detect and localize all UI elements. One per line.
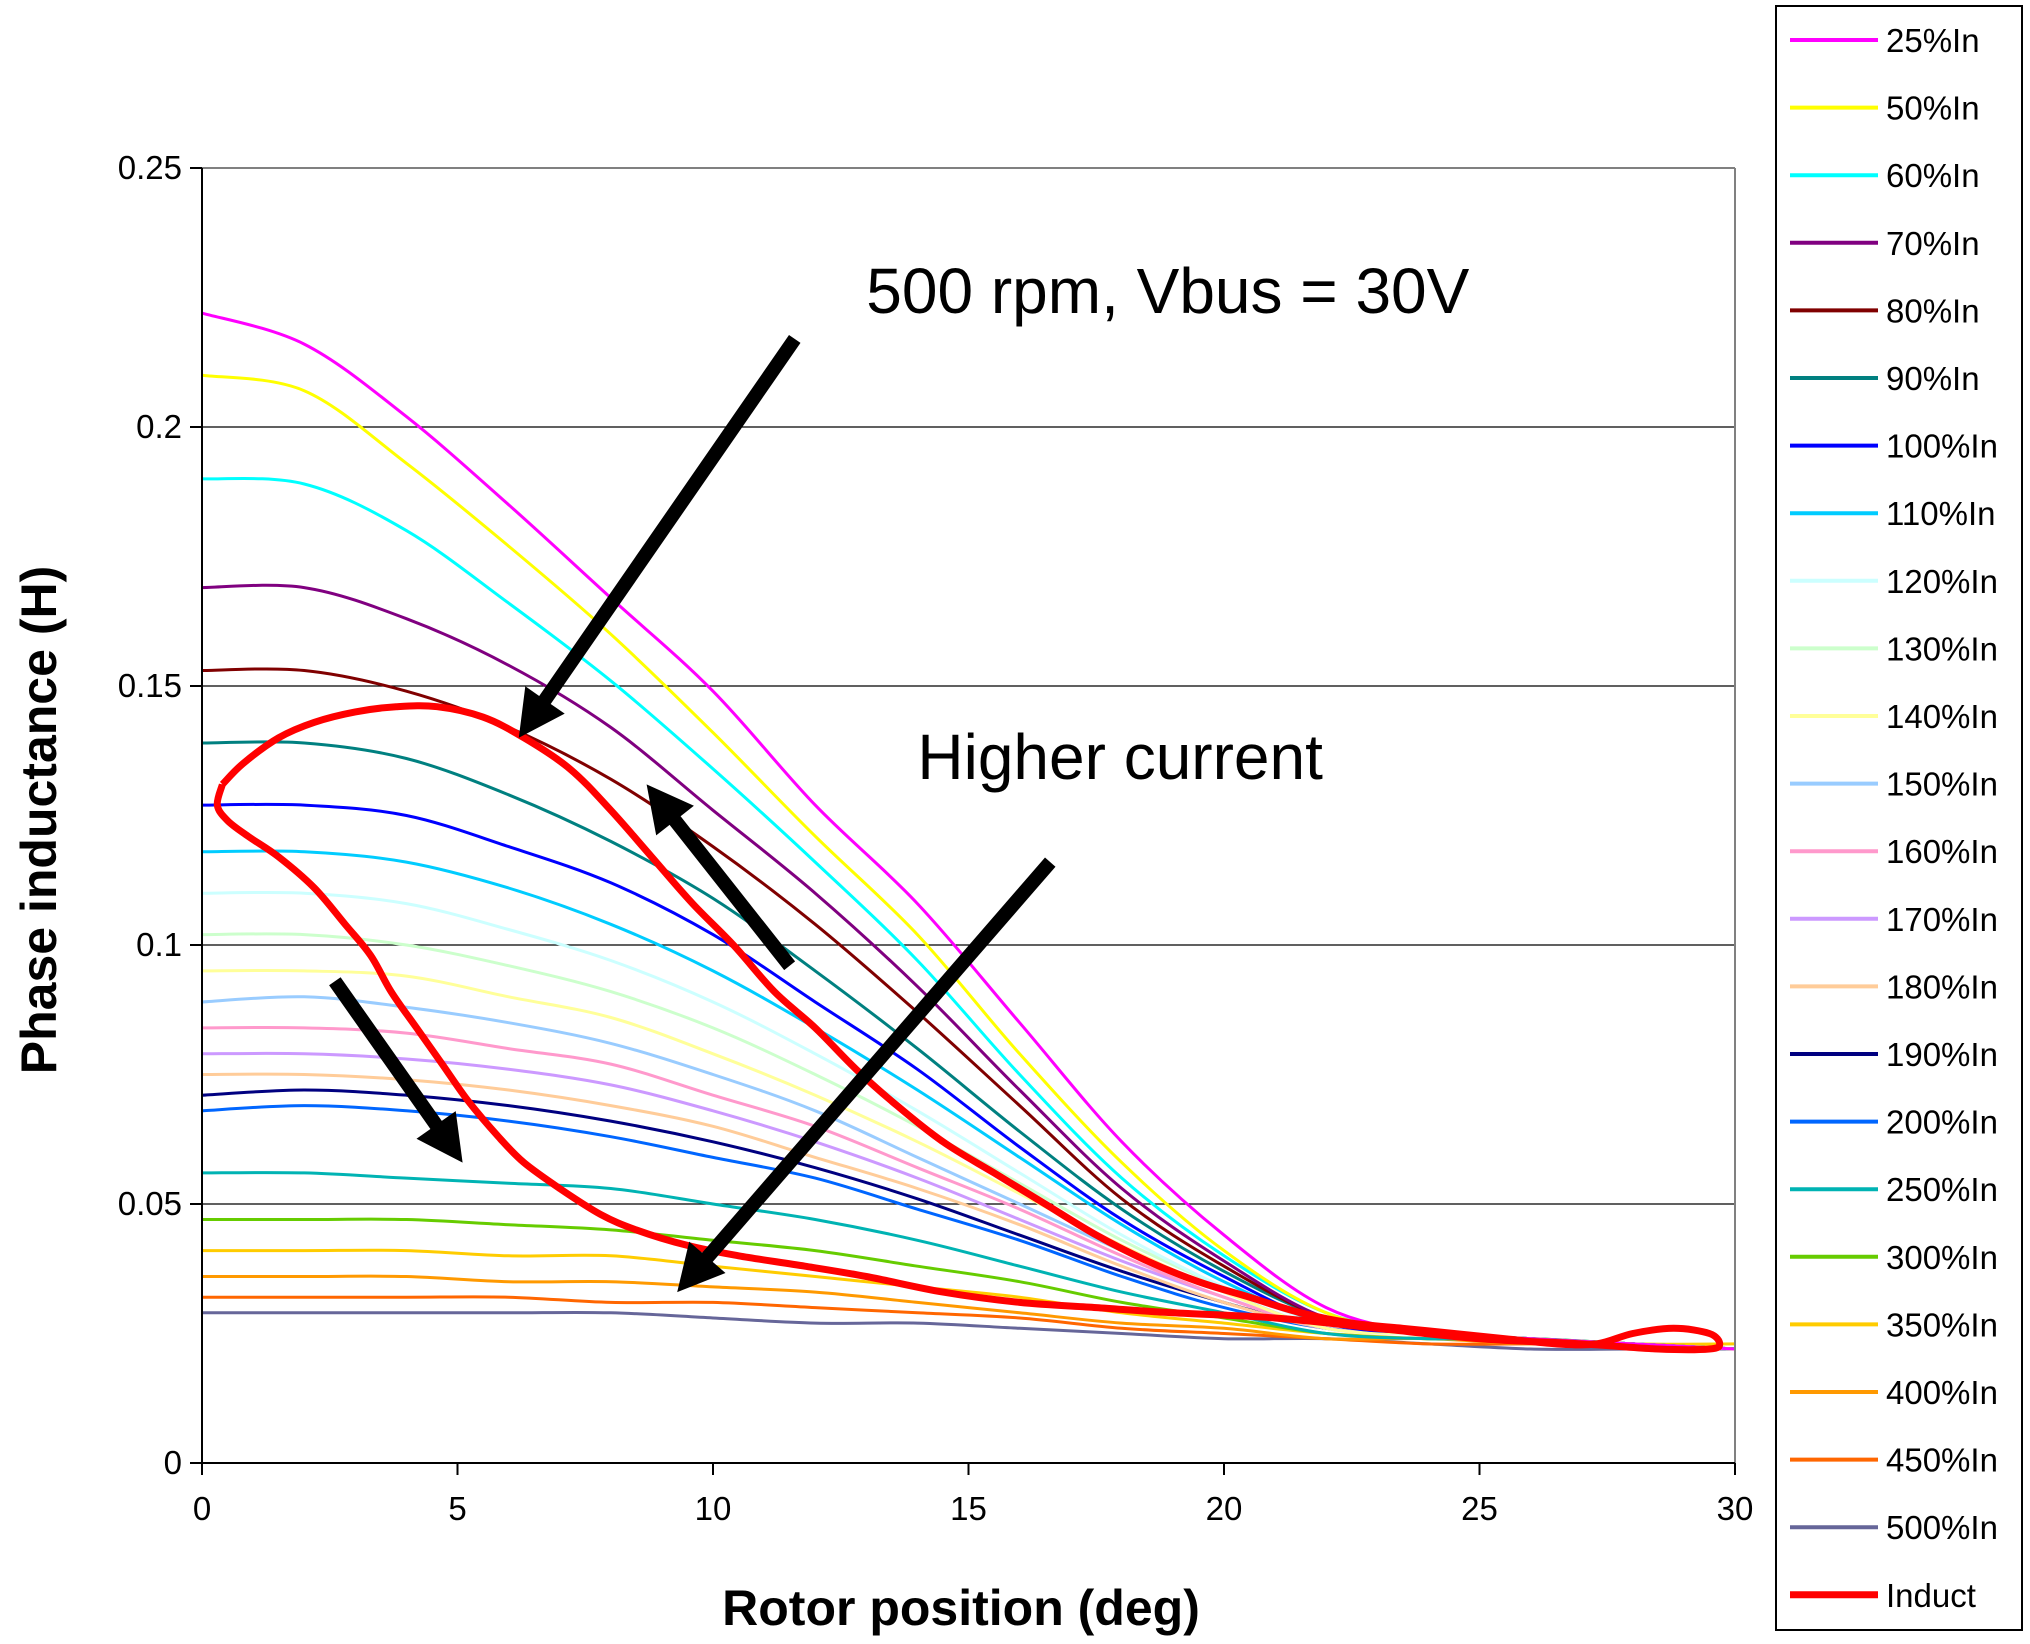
- y-axis-title: Phase inductance (H): [11, 566, 67, 1074]
- annotation-arrow: [518, 335, 801, 738]
- annotation-arrow: [329, 977, 463, 1163]
- x-tick-label: 20: [1206, 1490, 1243, 1527]
- series-line-450pct-in: [202, 1295, 1735, 1351]
- annotation-text: 500 rpm, Vbus = 30V: [866, 255, 1469, 327]
- legend-label: 70%In: [1886, 225, 1980, 262]
- series-line-50pct-in: [202, 373, 1735, 1351]
- legend-label: 100%In: [1886, 428, 1998, 465]
- x-tick-label: 30: [1717, 1490, 1754, 1527]
- series-line-300pct-in: [202, 1217, 1735, 1351]
- legend-label: 300%In: [1886, 1239, 1998, 1276]
- legend-label: 25%In: [1886, 22, 1980, 59]
- y-tick-label: 0.1: [136, 926, 182, 963]
- legend-label: Induct: [1886, 1577, 1976, 1614]
- legend-label: 500%In: [1886, 1509, 1998, 1546]
- legend-label: 60%In: [1886, 157, 1980, 194]
- y-tick-label: 0.25: [118, 149, 182, 186]
- series-line-500pct-in: [202, 1310, 1735, 1351]
- legend-label: 160%In: [1886, 833, 1998, 870]
- legend-label: 400%In: [1886, 1374, 1998, 1411]
- y-tick-label: 0.05: [118, 1185, 182, 1222]
- x-tick-label: 10: [695, 1490, 732, 1527]
- legend-label: 90%In: [1886, 360, 1980, 397]
- x-axis-title: Rotor position (deg): [722, 1580, 1200, 1636]
- legend-label: 150%In: [1886, 766, 1998, 803]
- legend-label: 80%In: [1886, 292, 1980, 329]
- x-tick-label: 0: [193, 1490, 211, 1527]
- series-line-60pct-in: [202, 476, 1735, 1351]
- legend-box: [1775, 5, 2023, 1631]
- series-line-25pct-in: [202, 311, 1735, 1351]
- legend-label: 350%In: [1886, 1306, 1998, 1343]
- legend-label: 250%In: [1886, 1171, 1998, 1208]
- series-lines: [202, 311, 1735, 1354]
- legend-label: 50%In: [1886, 90, 1980, 127]
- legend-label: 190%In: [1886, 1036, 1998, 1073]
- legend-label: 120%In: [1886, 563, 1998, 600]
- legend-label: 450%In: [1886, 1442, 1998, 1479]
- x-tick-label: 15: [950, 1490, 987, 1527]
- series-line-160pct-in: [202, 1026, 1735, 1351]
- x-tick-label: 25: [1461, 1490, 1498, 1527]
- legend-label: 200%In: [1886, 1104, 1998, 1141]
- legend-label: 140%In: [1886, 698, 1998, 735]
- gridlines: [202, 426, 1735, 1205]
- y-tick-label: 0: [164, 1444, 182, 1481]
- legend-label: 130%In: [1886, 630, 1998, 667]
- annotation-text: Higher current: [917, 721, 1323, 793]
- induct-loop-line: [213, 702, 1724, 1354]
- legend-label: 180%In: [1886, 968, 1998, 1005]
- annotations: 500 rpm, Vbus = 30V Higher current: [329, 255, 1470, 1293]
- y-tick-label: 0.15: [118, 667, 182, 704]
- annotation-arrow: [646, 784, 796, 971]
- series-line-100pct-in: [202, 802, 1735, 1351]
- axes: 0 0.05 0.1 0.15 0.2 0.25 0 5 10 15 20 25 30: [118, 149, 1754, 1527]
- y-tick-label: 0.2: [136, 408, 182, 445]
- legend-label: 170%In: [1886, 901, 1998, 938]
- legend-label: 110%In: [1886, 495, 1995, 532]
- legend: 25%In 50%In 60%In 70%In 80%In 90%In 100%In 110%…: [1775, 5, 2023, 1631]
- annotation-arrow: [677, 857, 1056, 1293]
- x-tick-label: 5: [448, 1490, 466, 1527]
